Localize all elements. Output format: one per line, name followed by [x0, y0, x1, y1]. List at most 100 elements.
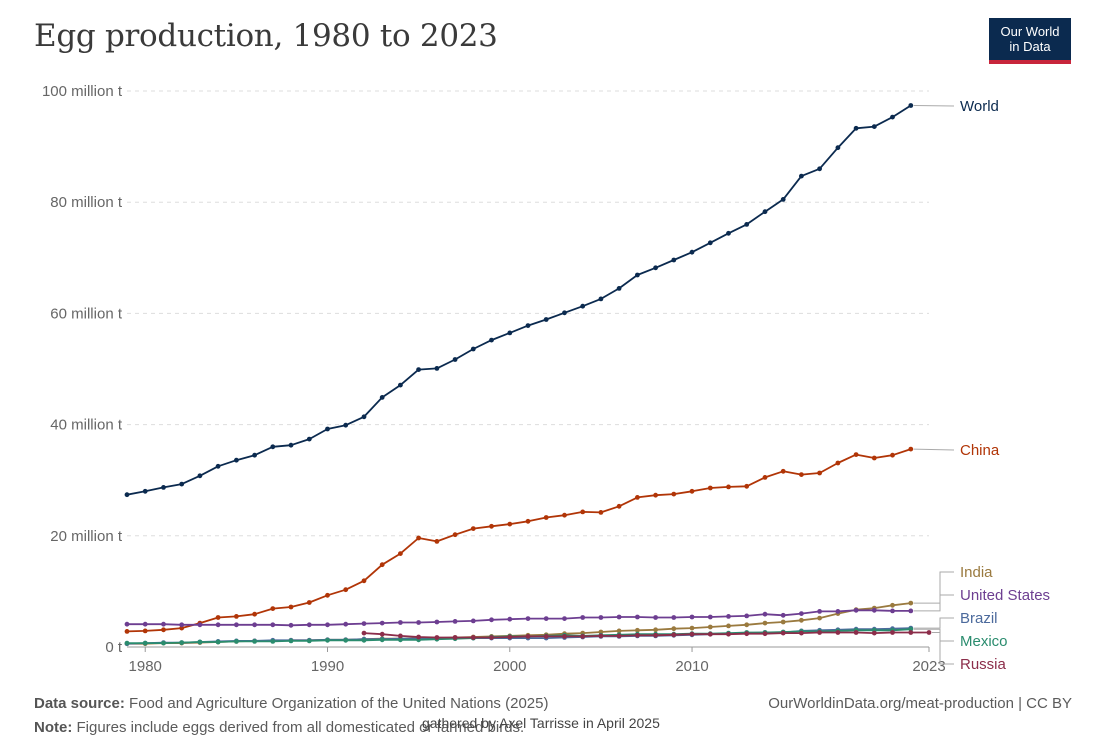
y-tick-label-3: 60 million t	[50, 305, 123, 322]
data-point-world-1996	[434, 366, 440, 371]
data-point-world-2004	[580, 303, 586, 309]
data-point-united-states-1996	[434, 619, 440, 625]
data-point-russia-1997	[452, 635, 458, 640]
data-point-china-1988	[288, 604, 294, 610]
data-point-india-2021	[890, 602, 895, 608]
label-connector-india	[913, 571, 954, 604]
data-point-russia-2022	[908, 630, 914, 635]
data-point-china-1991	[343, 587, 349, 593]
data-point-world-2016	[799, 173, 804, 179]
data-point-mexico-1991	[343, 637, 349, 643]
data-point-world-2021	[890, 114, 895, 120]
data-point-china-1981	[161, 627, 166, 633]
data-point-united-states-2018	[835, 609, 841, 614]
data-point-china-2005	[598, 510, 604, 515]
data-point-china-2013	[744, 483, 750, 489]
data-point-world-2017	[817, 166, 822, 172]
data-point-russia-1994	[398, 633, 403, 639]
data-point-russia-2010	[689, 631, 695, 637]
data-point-china-1984	[215, 615, 221, 620]
data-point-mexico-1983	[197, 639, 203, 645]
x-tick-label-3: 2010	[675, 658, 708, 675]
data-point-india-2013	[744, 622, 750, 628]
data-point-china-1992	[361, 578, 367, 584]
data-source-text: Food and Agriculture Organization of the…	[129, 695, 549, 712]
data-point-china-1998	[470, 526, 476, 531]
data-point-united-states-2008	[653, 615, 658, 620]
data-point-russia-1993	[379, 631, 385, 637]
data-point-russia-2017	[817, 630, 822, 635]
data-point-united-states-1990	[325, 622, 330, 628]
data-point-russia-2018	[835, 630, 841, 635]
data-point-world-1998	[470, 346, 476, 352]
data-point-china-1982	[179, 625, 185, 631]
data-point-india-2005	[598, 629, 604, 635]
data-point-world-2000	[507, 330, 513, 336]
data-point-india-2007	[635, 627, 640, 633]
data-point-china-2009	[671, 491, 677, 497]
data-point-united-states-1982	[179, 622, 185, 628]
data-point-world-1994	[398, 382, 403, 388]
data-point-mexico-1993	[379, 637, 385, 643]
data-point-united-states-2017	[817, 609, 822, 614]
data-point-united-states-2015	[780, 612, 786, 618]
data-point-russia-2015	[780, 630, 786, 636]
data-point-world-2013	[744, 222, 750, 227]
data-point-world-1988	[288, 442, 294, 448]
data-point-russia-2012	[726, 631, 731, 637]
data-point-united-states-1984	[215, 622, 221, 628]
source-url[interactable]: OurWorldinData.org/meat-production | CC …	[768, 695, 1072, 712]
data-point-united-states-2011	[707, 614, 713, 620]
data-point-world-2002	[543, 317, 549, 322]
data-point-russia-2008	[653, 632, 658, 638]
data-point-united-states-2006	[616, 614, 622, 620]
label-connector-united-states	[913, 594, 954, 612]
data-point-russia-1998	[470, 635, 476, 640]
data-point-world-1980	[142, 488, 148, 494]
data-point-india-2010	[689, 625, 695, 631]
data-point-world-2005	[598, 296, 604, 302]
data-point-united-states-1991	[343, 621, 349, 627]
data-point-united-states-1985	[234, 622, 239, 628]
data-point-china-1989	[306, 600, 312, 605]
data-point-united-states-1989	[306, 622, 312, 628]
data-point-world-2009	[671, 257, 677, 263]
data-point-russia-1995	[416, 634, 421, 640]
data-point-china-1979	[124, 629, 130, 634]
series-label-china: China	[960, 442, 1000, 459]
logo-line-1: Our World	[1000, 24, 1060, 39]
series-line-world	[126, 104, 912, 496]
data-point-united-states-2007	[635, 614, 640, 620]
data-point-china-1995	[416, 535, 421, 541]
data-point-mexico-1979	[124, 640, 130, 646]
data-point-china-2021	[890, 452, 895, 458]
data-point-mexico-1988	[288, 638, 294, 644]
note-label: Note:	[34, 719, 73, 736]
data-point-china-1994	[398, 551, 403, 556]
series-line-united-states	[127, 609, 911, 627]
series-line-russia	[363, 631, 929, 639]
data-point-mexico-2022	[908, 626, 914, 632]
data-point-mexico-1981	[161, 640, 166, 646]
data-point-united-states-2014	[762, 611, 768, 617]
data-point-russia-2000	[507, 634, 513, 640]
chart-title: Egg production, 1980 to 2023	[34, 18, 498, 54]
data-point-china-2004	[580, 509, 586, 515]
data-point-china-2020	[871, 455, 877, 461]
note-text: Figures include eggs derived from all do…	[76, 719, 525, 736]
data-point-world-2003	[562, 310, 567, 316]
data-point-world-1989	[306, 436, 312, 442]
data-point-china-1985	[234, 614, 239, 619]
data-point-india-2014	[762, 620, 768, 626]
y-tick-label-1: 20 million t	[50, 528, 123, 545]
data-point-mexico-1982	[179, 640, 185, 645]
data-point-china-2022	[908, 446, 914, 452]
data-point-china-2008	[653, 492, 658, 498]
data-point-united-states-1986	[252, 622, 257, 628]
data-point-world-1984	[215, 463, 221, 469]
data-point-united-states-2009	[671, 615, 677, 620]
owid-logo[interactable]: Our World in Data	[989, 18, 1071, 64]
data-point-russia-2005	[598, 633, 604, 639]
data-point-world-2014	[762, 209, 768, 215]
data-point-world-1995	[416, 367, 421, 372]
